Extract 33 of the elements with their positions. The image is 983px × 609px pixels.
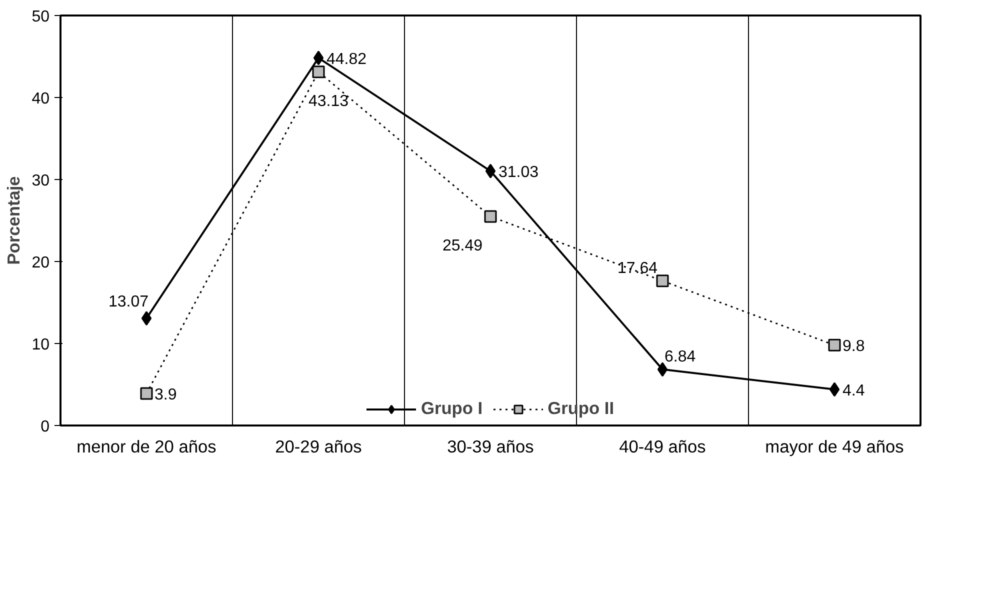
y-tick-label: 40 [32, 90, 50, 108]
x-tick-label: 20-29 años [275, 436, 362, 456]
point [312, 66, 325, 78]
data-label: 3.9 [154, 386, 177, 404]
point [657, 362, 668, 377]
data-label: 25.49 [442, 237, 483, 254]
legend-label: Grupo I [420, 398, 483, 419]
point [656, 274, 669, 288]
x-tick-label: menor de 20 años [76, 436, 217, 456]
data-label: 6.84 [664, 348, 696, 366]
y-tick-label: 20 [32, 254, 50, 272]
point [828, 338, 841, 352]
x-tick-label: 30-39 años [447, 436, 534, 456]
data-label: 43.13 [308, 92, 349, 110]
y-axis-title: Porcentaje [4, 176, 24, 265]
y-tick-label: 10 [32, 336, 50, 354]
data-label: 9.8 [842, 338, 865, 356]
data-label: 31.03 [498, 164, 539, 182]
point [141, 311, 152, 326]
x-tick-label: 40-49 años [619, 436, 706, 456]
y-tick-label: 30 [32, 172, 50, 190]
point [313, 50, 324, 66]
point [484, 210, 497, 223]
point [485, 164, 496, 178]
point [140, 387, 153, 400]
data-label: 13.07 [108, 293, 149, 310]
data-label: 17.64 [618, 260, 658, 277]
x-tick-label: mayor de 49 años [765, 436, 904, 456]
data-label: 4.4 [842, 382, 865, 400]
point [829, 382, 840, 397]
y-tick-label: 50 [32, 8, 50, 26]
data-label: 44.82 [326, 50, 367, 68]
y-tick-label: 0 [40, 418, 50, 436]
